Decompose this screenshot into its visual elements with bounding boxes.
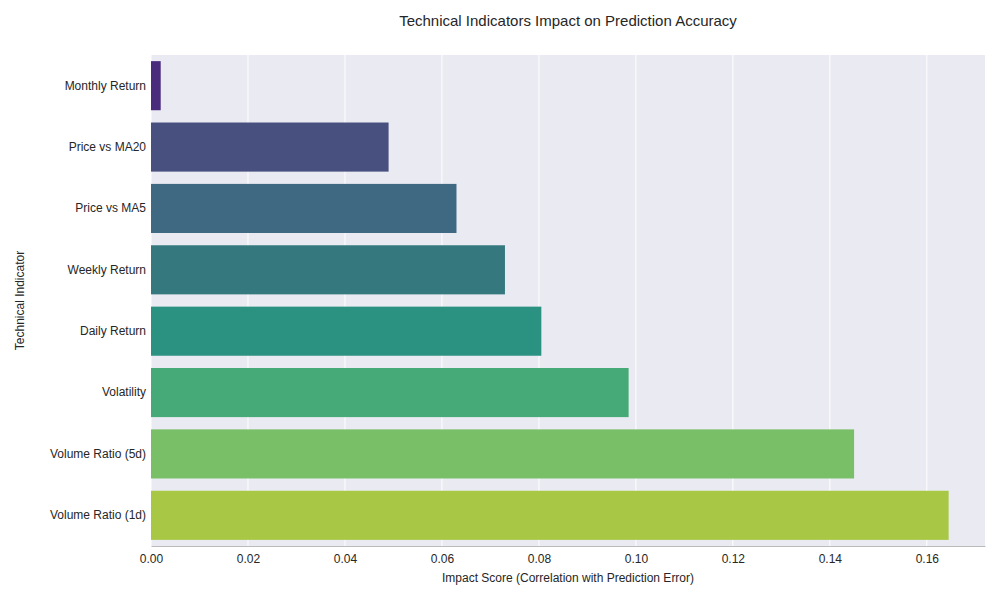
- y-tick-label: Daily Return: [80, 324, 146, 338]
- plot-background: [151, 55, 985, 546]
- bar: [151, 184, 456, 233]
- x-axis-label: Impact Score (Correlation with Predictio…: [442, 571, 694, 585]
- x-tick-label: 0.16: [916, 552, 940, 566]
- chart: 0.00 0.02 0.04 0.06 0.08 0.10 0.12 0.14 0.16 Mont…: [0, 0, 1000, 600]
- y-axis-line: [151, 56, 152, 547]
- bar: [151, 368, 629, 417]
- y-tick: Monthly Return: [65, 79, 151, 93]
- bar: [151, 429, 854, 478]
- x-tick: 0.14: [819, 546, 843, 566]
- y-axis: Monthly Return Price vs MA20 Price vs MA5 W…: [50, 56, 152, 547]
- y-tick-label: Price vs MA5: [75, 201, 146, 215]
- x-tick: 0.16: [916, 546, 940, 566]
- bar: [151, 307, 541, 356]
- x-tick: 0.08: [528, 546, 552, 566]
- x-tick: 0.04: [334, 546, 358, 566]
- y-tick-label: Monthly Return: [65, 79, 146, 93]
- y-tick: Volume Ratio (5d): [50, 447, 151, 461]
- plot: 0.00 0.02 0.04 0.06 0.08 0.10 0.12 0.14 0.16 Mont…: [50, 55, 986, 566]
- x-tick: 0.10: [625, 546, 649, 566]
- y-tick-label: Volume Ratio (5d): [50, 447, 146, 461]
- x-tick: 0.06: [431, 546, 455, 566]
- y-tick: Price vs MA5: [75, 201, 151, 215]
- bar: [151, 491, 949, 540]
- y-tick: Daily Return: [80, 324, 151, 338]
- bar: [151, 245, 505, 294]
- x-tick-label: 0.04: [334, 552, 358, 566]
- x-tick-label: 0.08: [528, 552, 552, 566]
- x-tick: 0.02: [237, 546, 261, 566]
- x-tick-label: 0.02: [237, 552, 261, 566]
- bar: [151, 61, 161, 110]
- bars: [151, 61, 949, 540]
- y-tick: Volume Ratio (1d): [50, 508, 151, 522]
- x-axis: 0.00 0.02 0.04 0.06 0.08 0.10 0.12 0.14 0.16: [140, 546, 986, 566]
- x-tick-label: 0.00: [140, 552, 164, 566]
- x-tick-label: 0.12: [722, 552, 746, 566]
- title: Technical Indicators Impact on Predictio…: [399, 12, 737, 29]
- x-tick-label: 0.06: [431, 552, 455, 566]
- y-tick-label: Weekly Return: [68, 263, 146, 277]
- x-tick: 0.00: [140, 546, 164, 566]
- y-tick-label: Volatility: [102, 385, 146, 399]
- y-tick: Volatility: [102, 385, 151, 399]
- x-tick-label: 0.14: [819, 552, 843, 566]
- y-axis-label: Technical Indicator: [13, 251, 27, 350]
- y-tick: Price vs MA20: [69, 140, 151, 154]
- grid: [151, 55, 927, 546]
- y-tick-label: Volume Ratio (1d): [50, 508, 146, 522]
- y-tick-label: Price vs MA20: [69, 140, 147, 154]
- x-axis-line: [152, 546, 986, 547]
- y-tick: Weekly Return: [68, 263, 151, 277]
- x-tick: 0.12: [722, 546, 746, 566]
- bar: [151, 123, 389, 172]
- x-tick-label: 0.10: [625, 552, 649, 566]
- grid-line: [926, 55, 927, 546]
